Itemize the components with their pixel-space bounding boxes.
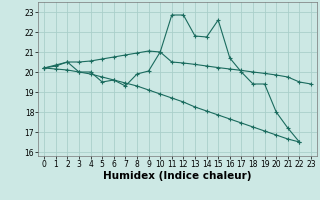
X-axis label: Humidex (Indice chaleur): Humidex (Indice chaleur) (103, 171, 252, 181)
